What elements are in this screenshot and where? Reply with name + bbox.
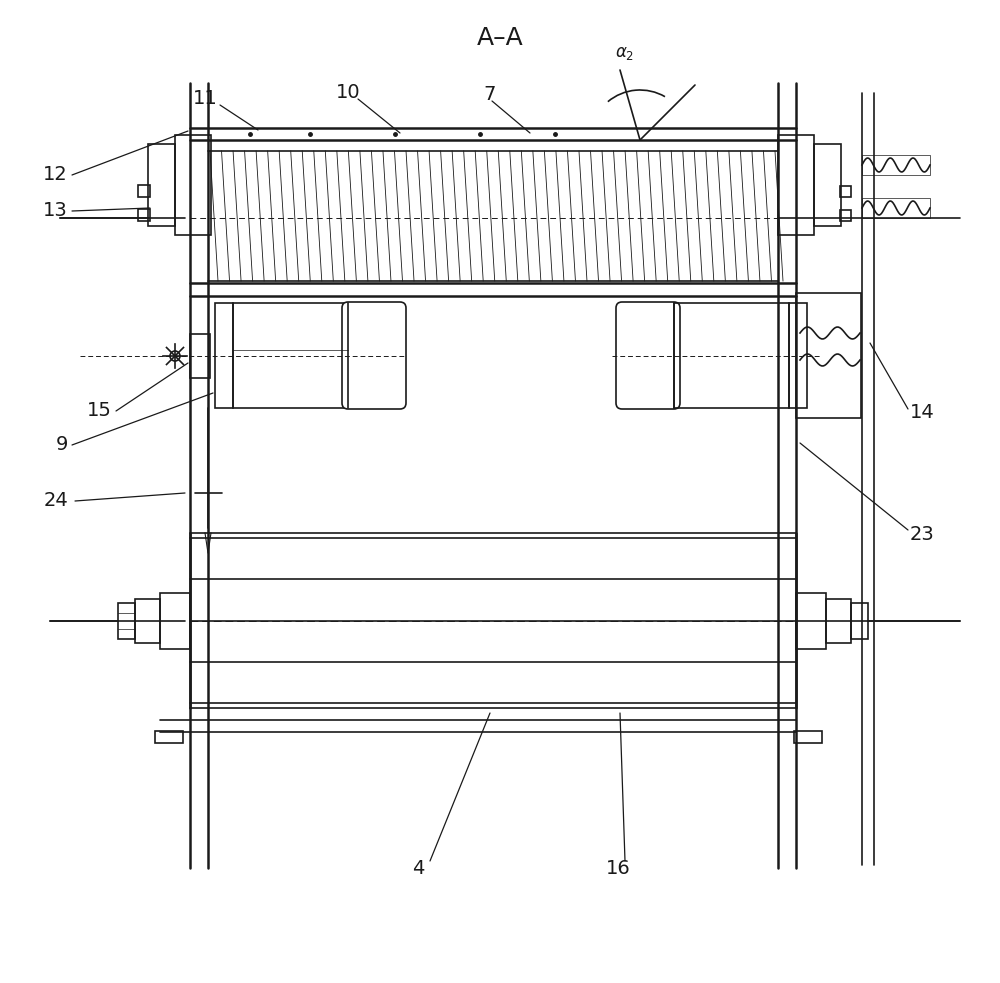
Text: 11: 11 (193, 89, 217, 108)
Text: 10: 10 (336, 84, 360, 102)
Text: 12: 12 (43, 165, 68, 185)
Bar (778, 135, 814, 235)
Bar (862, 155, 930, 175)
Text: 14: 14 (910, 403, 935, 423)
Bar (155, 731, 183, 743)
Bar (789, 303, 807, 408)
Bar (840, 210, 851, 221)
Bar (796, 293, 861, 418)
Bar (160, 593, 190, 649)
Text: 9: 9 (56, 435, 68, 454)
Bar (190, 334, 210, 378)
Bar (674, 303, 789, 408)
Bar (794, 731, 822, 743)
Bar (138, 185, 150, 197)
Bar (814, 144, 841, 226)
Bar (148, 144, 175, 226)
Bar (851, 603, 868, 639)
Text: $\alpha_2$: $\alpha_2$ (615, 44, 635, 62)
Text: 24: 24 (43, 492, 68, 510)
Text: 15: 15 (87, 401, 112, 421)
FancyBboxPatch shape (342, 302, 406, 409)
Text: 13: 13 (43, 202, 68, 220)
Text: 23: 23 (910, 526, 935, 545)
Bar (138, 209, 150, 221)
Text: 16: 16 (606, 858, 630, 878)
Text: A–A: A–A (477, 26, 523, 50)
Bar (826, 599, 851, 643)
Bar (233, 303, 348, 408)
Bar (175, 135, 211, 235)
Bar (215, 303, 233, 408)
Bar (840, 186, 851, 197)
FancyBboxPatch shape (616, 302, 680, 409)
Text: 7: 7 (484, 86, 496, 104)
Bar (135, 599, 160, 643)
Bar (118, 603, 135, 639)
Circle shape (170, 351, 180, 361)
Bar (796, 593, 826, 649)
Bar (862, 198, 930, 218)
Text: 4: 4 (412, 858, 424, 878)
